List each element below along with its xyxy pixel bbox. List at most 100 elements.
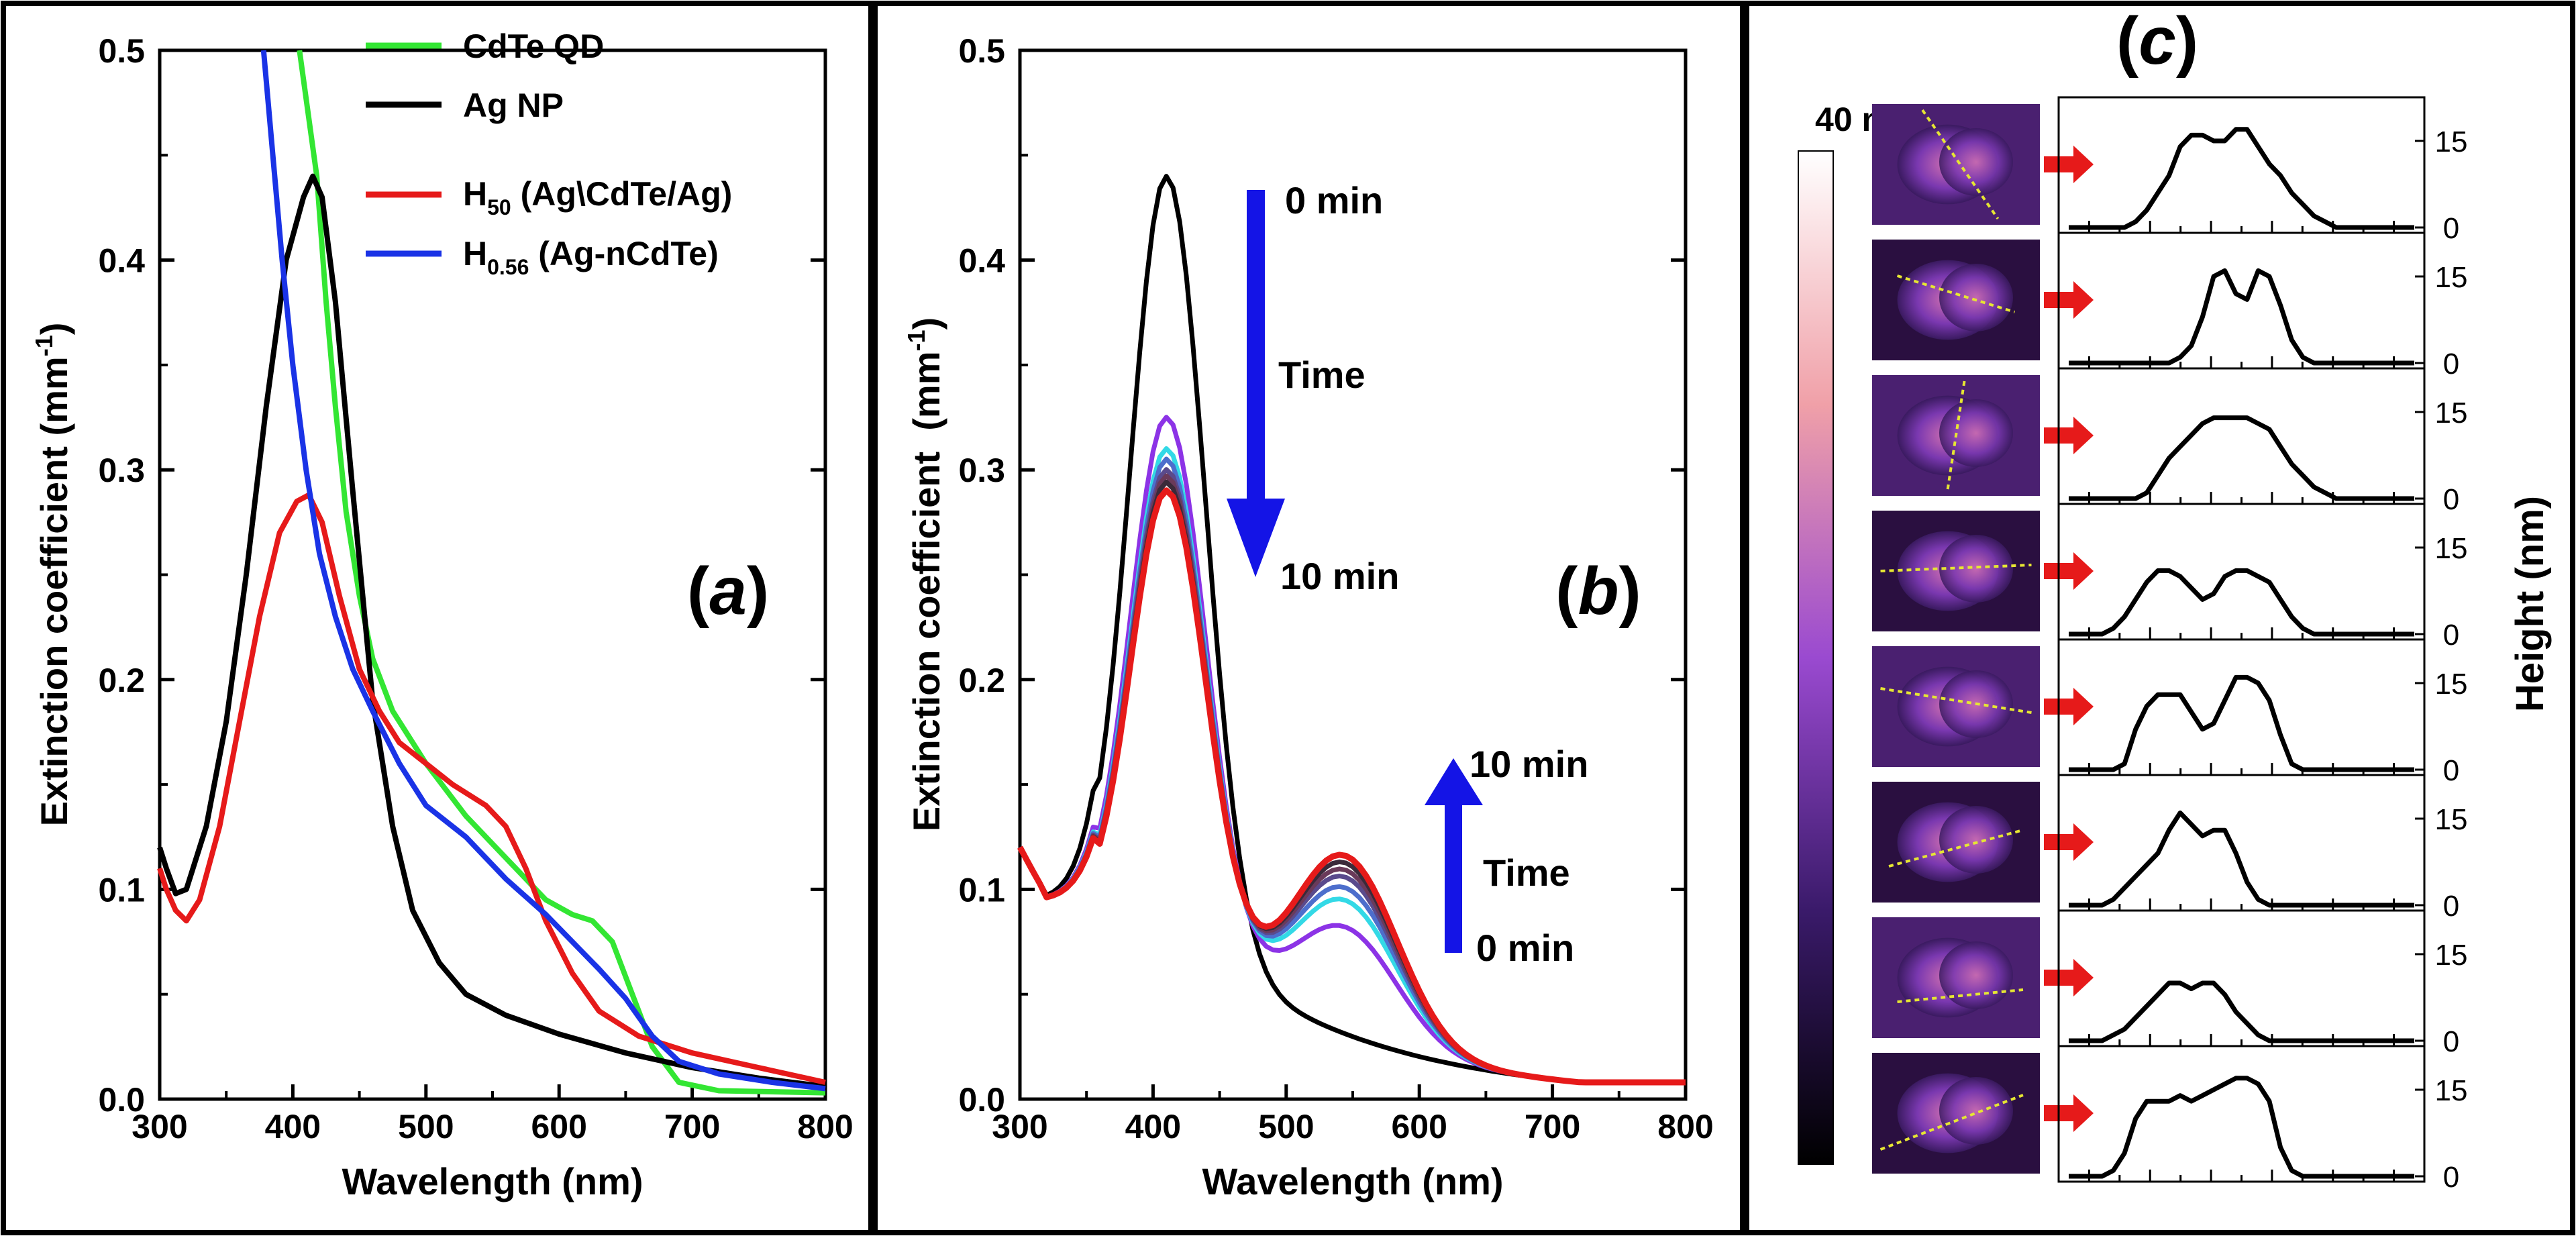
arrow-head [2073, 823, 2094, 861]
arrow-head [2073, 417, 2094, 454]
arrow-up-head [1425, 758, 1483, 805]
panel-label-c: (c) [2116, 3, 2198, 79]
panel-b-frame [872, 1, 1745, 1235]
profile-curve [2069, 127, 2414, 230]
afm-particle [1939, 535, 2013, 603]
profile-y-tick-label: 0 [2443, 212, 2459, 245]
y-tick-label-a: 0.2 [98, 662, 145, 699]
annotation-top-end: 10 min [1280, 555, 1399, 597]
y-tick-label-a: 0.3 [98, 452, 145, 489]
annotation-bottom-end: 10 min [1470, 743, 1588, 785]
afm-particle [1939, 399, 2013, 467]
profile-curve [2069, 810, 2414, 908]
profile-y-tick-label: 15 [2435, 939, 2468, 972]
y-tick-label-a: 0.5 [98, 32, 145, 70]
profile-plot-frame [2057, 367, 2426, 505]
x-axis-label-a: Wavelength (nm) [342, 1160, 643, 1202]
profile-y-tick-label: 0 [2443, 1025, 2459, 1058]
profile-line [1888, 829, 2024, 868]
profile-line [1896, 274, 2016, 313]
y-tick-labels-a: 0.0 0.1 0.2 0.3 0.4 0.5 [98, 32, 825, 1119]
profile-y-tick-label: 0 [2443, 483, 2459, 516]
x-tick-label-a: 600 [531, 1108, 586, 1145]
x-tick-label-b: 600 [1391, 1108, 1447, 1145]
profile-y-tick-label: 0 [2443, 890, 2459, 923]
legend-a: CdTe QD Ag NP H50 (Ag\CdTe/Ag) H0.56 (Ag… [366, 28, 732, 279]
series-b [1017, 174, 1686, 1086]
afm-particle [1939, 941, 2013, 1009]
profile-line [1897, 988, 2024, 1003]
y-tick-label-b: 0.4 [958, 242, 1005, 280]
profile-y-tick-label: 0 [2443, 1161, 2459, 1194]
arrow-head [2073, 552, 2094, 590]
profile-plot-frame [2057, 774, 2426, 912]
profile-plot-frame [2057, 1045, 2426, 1183]
x-tick-label-b: 800 [1657, 1108, 1713, 1145]
profile-curve [2069, 268, 2414, 366]
arrow-head [2073, 146, 2094, 183]
profile-y-tick-label: 15 [2435, 397, 2468, 429]
profile-curve [2069, 415, 2414, 501]
panel-label-a: (a) [687, 554, 769, 629]
height-profiles: 0 15 0 15 0 15 0 15 0 15 0 15 0 15 0 15 [2057, 96, 2468, 1194]
arrow-head [2073, 1094, 2094, 1132]
annotation-top-start: 0 min [1285, 179, 1383, 221]
profile-y-tick-label: 0 [2443, 754, 2459, 787]
profile-line [1921, 109, 2000, 220]
legend-label-h056: H0.56 (Ag-nCdTe) [463, 235, 719, 279]
profile-y-tick-label: 15 [2435, 803, 2468, 836]
y-tick-label-a: 0.0 [98, 1081, 145, 1119]
profile-plot-frame [2057, 96, 2426, 234]
series-a [157, 50, 826, 1096]
legend-label-h50: H50 (Ag\CdTe/Ag) [463, 175, 732, 219]
arrow-head [2073, 281, 2094, 319]
y-tick-label-b: 0.3 [958, 452, 1005, 489]
x-tick-label-b: 700 [1525, 1108, 1580, 1145]
arrow-down-shaft [1247, 190, 1265, 499]
afm-particle [1939, 264, 2013, 331]
legend-label-ag: Ag NP [463, 87, 564, 124]
profile-curve [2069, 674, 2414, 772]
time-arrow-up [1425, 758, 1483, 953]
profile-y-tick-label: 15 [2435, 532, 2468, 565]
afm-particle [1939, 806, 2013, 874]
profile-y-tick-label: 15 [2435, 125, 2468, 158]
panel-a: 0.0 0.1 0.2 0.3 0.4 0.5 300 400 500 600 700 800 Wa… [30, 28, 854, 1202]
series-line-a-1 [157, 173, 826, 1090]
profile-y-tick-label: 15 [2435, 1074, 2468, 1107]
x-tick-label-b: 400 [1125, 1108, 1181, 1145]
x-tick-label-a: 400 [265, 1108, 321, 1145]
arrow-head [2073, 959, 2094, 996]
x-tick-label-a: 800 [797, 1108, 853, 1145]
x-tick-label-a: 700 [664, 1108, 720, 1145]
series-line-b-7 [1017, 487, 1686, 1086]
profile-y-tick-label: 0 [2443, 348, 2459, 380]
profile-y-tick-label: 15 [2435, 261, 2468, 294]
panel-b: 0.0 0.1 0.2 0.3 0.4 0.5 300 400 500 600 700 800 Wa… [903, 32, 1714, 1202]
colorbar [1798, 150, 1834, 1165]
profile-plot-frame [2057, 638, 2426, 776]
time-arrow-down [1227, 190, 1285, 577]
legend-label-cdte: CdTe QD [463, 28, 604, 65]
annotation-bottom-start: 0 min [1476, 927, 1574, 969]
panel-a-frame [1, 1, 874, 1235]
profile-y-tick-label: 0 [2443, 619, 2459, 652]
x-tick-labels-b: 300 400 500 600 700 800 [992, 1084, 1714, 1145]
x-tick-label-b: 300 [992, 1108, 1047, 1145]
x-tick-labels-a: 300 400 500 600 700 800 [132, 1084, 854, 1145]
afm-images [1872, 104, 2094, 1174]
x-tick-label-a: 300 [132, 1108, 187, 1145]
profile-y-tick-label: 15 [2435, 668, 2468, 701]
arrow-head [2073, 688, 2094, 725]
series-line-b-0 [1017, 174, 1686, 1085]
x-tick-label-b: 500 [1258, 1108, 1314, 1145]
y-tick-label-b: 0.1 [958, 871, 1005, 909]
x-tick-label-a: 500 [398, 1108, 454, 1145]
annotation-top-time: Time [1278, 354, 1366, 396]
profile-line [1880, 564, 2032, 572]
profile-plot-frame [2057, 909, 2426, 1047]
arrow-up-shaft [1445, 805, 1462, 953]
y-axis-label-c: Height (nm) [2508, 496, 2552, 712]
